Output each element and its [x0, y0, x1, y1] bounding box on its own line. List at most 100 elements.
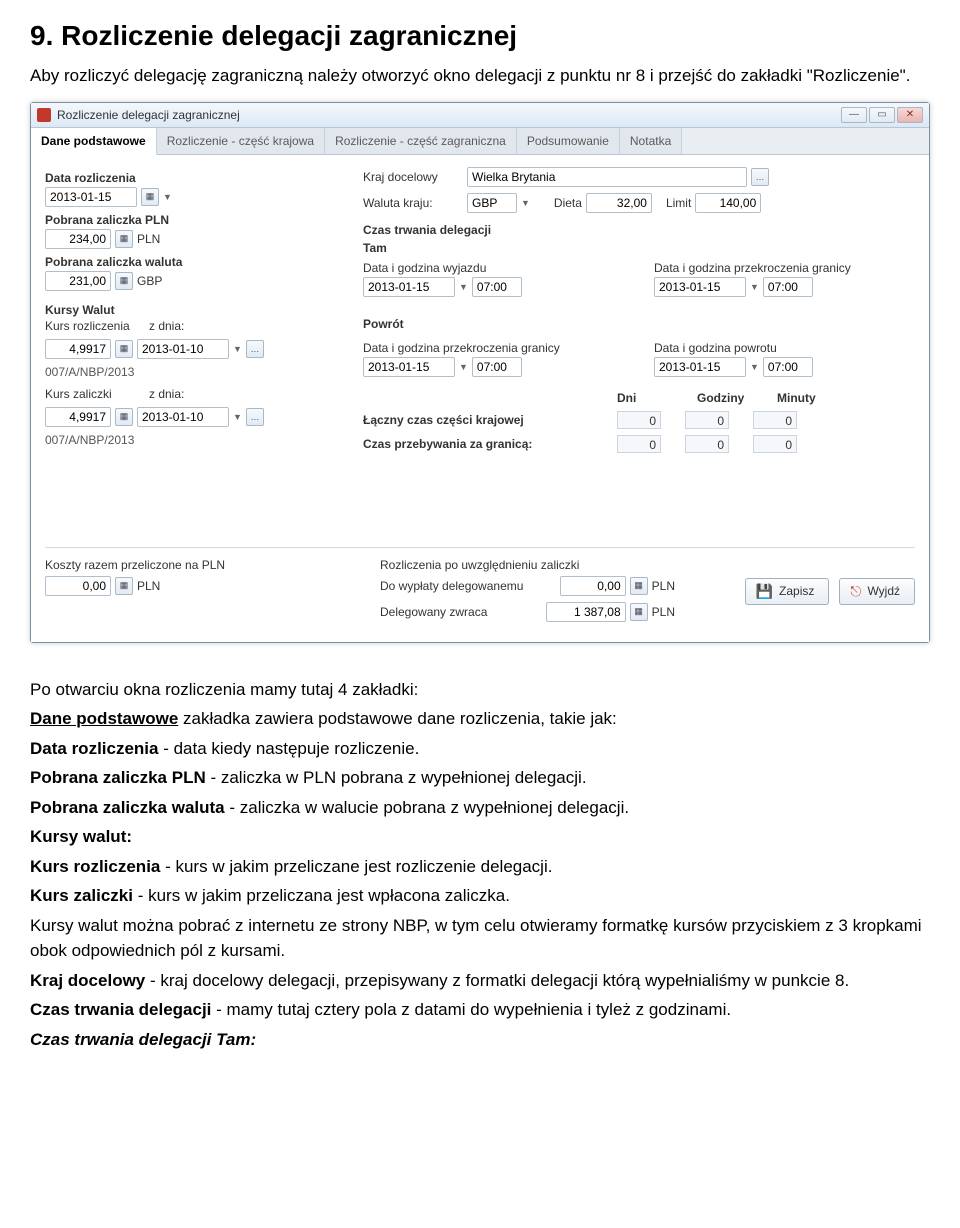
text-p6: Kursy walut: — [30, 824, 930, 850]
text-p11b: - mamy tutaj cztery pola z datami do wyp… — [211, 1000, 731, 1019]
limit-input[interactable] — [695, 193, 761, 213]
tabs: Dane podstawowe Rozliczenie - część kraj… — [31, 128, 929, 155]
minimize-button[interactable]: — — [841, 107, 867, 123]
text-p10b: - kraj docelowy delegacji, przepisywany … — [145, 971, 849, 990]
kraj-docelowy-label: Kraj docelowy — [363, 170, 463, 184]
right-column: Kraj docelowy … Waluta kraju: ▼ Dieta Li… — [363, 165, 915, 453]
tam-label: Tam — [363, 241, 915, 255]
pln-suffix: PLN — [652, 605, 675, 619]
min2-value: 0 — [753, 435, 797, 453]
minuty-header: Minuty — [777, 391, 833, 405]
kurs-rozliczenia-doc: 007/A/NBP/2013 — [45, 365, 335, 379]
text-p11a: Czas trwania delegacji — [30, 1000, 211, 1019]
dropdown-icon[interactable]: ▼ — [233, 344, 242, 354]
pln-suffix: PLN — [137, 579, 160, 593]
tam-time2-input[interactable] — [763, 277, 813, 297]
dropdown-icon[interactable]: ▼ — [459, 362, 468, 372]
rozliczenia-title: Rozliczenia po uwzględnieniu zaliczki — [380, 558, 675, 572]
dots-button[interactable]: … — [751, 168, 769, 186]
zwraca-input[interactable] — [546, 602, 626, 622]
koszty-label: Koszty razem przeliczone na PLN — [45, 558, 340, 572]
tab-rozliczenie-zagraniczna[interactable]: Rozliczenie - część zagraniczna — [325, 128, 517, 154]
maximize-button[interactable]: ▭ — [869, 107, 895, 123]
intro-text: Aby rozliczyć delegację zagraniczną nale… — [30, 64, 930, 88]
calc-icon[interactable]: ▦ — [630, 603, 648, 621]
text-p8a: Kurs zaliczki — [30, 886, 133, 905]
calc-icon[interactable]: ▦ — [115, 272, 133, 290]
text-p12: Czas trwania delegacji Tam: — [30, 1027, 930, 1053]
zapisz-button[interactable]: 💾 Zapisz — [745, 578, 830, 605]
godz1-value: 0 — [685, 411, 729, 429]
calc-icon[interactable]: ▦ — [115, 577, 133, 595]
wyjdz-button[interactable]: ⎋ Wyjdź — [839, 578, 915, 605]
tab-podsumowanie[interactable]: Podsumowanie — [517, 128, 620, 154]
pow-time2-input[interactable] — [763, 357, 813, 377]
text-p4b: - zaliczka w PLN pobrana z wypełnionej d… — [206, 768, 587, 787]
tam-data2-input[interactable] — [654, 277, 746, 297]
data-wyjazdu-label: Data i godzina wyjazdu — [363, 261, 624, 275]
dieta-input[interactable] — [586, 193, 652, 213]
text-p4a: Pobrana zaliczka PLN — [30, 768, 206, 787]
tab-dane-podstawowe[interactable]: Dane podstawowe — [31, 128, 157, 155]
text-p9: Kursy walut można pobrać z internetu ze … — [30, 913, 930, 964]
czas-trwania-label: Czas trwania delegacji — [363, 223, 915, 237]
dropdown-icon[interactable]: ▼ — [163, 192, 172, 202]
app-window: Rozliczenie delegacji zagranicznej — ▭ ✕… — [30, 102, 930, 643]
waluta-kraju-input[interactable] — [467, 193, 517, 213]
z-dnia-label: z dnia: — [149, 319, 184, 333]
tam-time1-input[interactable] — [472, 277, 522, 297]
calendar-icon[interactable]: ▦ — [141, 188, 159, 206]
text-p1: Po otwarciu okna rozliczenia mamy tutaj … — [30, 677, 930, 703]
gbp-suffix: GBP — [137, 274, 162, 288]
pow-time1-input[interactable] — [472, 357, 522, 377]
dropdown-icon[interactable]: ▼ — [750, 362, 759, 372]
calc-icon[interactable]: ▦ — [630, 577, 648, 595]
text-p5a: Pobrana zaliczka waluta — [30, 798, 225, 817]
powrot-label: Powrót — [363, 317, 915, 331]
dni2-value: 0 — [617, 435, 661, 453]
dots-button[interactable]: … — [246, 340, 264, 358]
data-przekroczenia-label: Data i godzina przekroczenia granicy — [654, 261, 915, 275]
do-wyplaty-input[interactable] — [560, 576, 626, 596]
calc-icon[interactable]: ▦ — [115, 340, 133, 358]
kurs-zaliczki-input[interactable] — [45, 407, 111, 427]
text-p2a: Dane podstawowe — [30, 709, 178, 728]
kraj-docelowy-input[interactable] — [467, 167, 747, 187]
text-p7a: Kurs rozliczenia — [30, 857, 160, 876]
zapisz-label: Zapisz — [779, 584, 814, 598]
page-heading: 9. Rozliczenie delegacji zagranicznej — [30, 20, 930, 52]
kurs-rozliczenia-label: Kurs rozliczenia — [45, 319, 145, 333]
exit-icon: ⎋ — [850, 583, 861, 600]
bottom-section: Koszty razem przeliczone na PLN ▦ PLN Ro… — [45, 558, 915, 628]
save-icon: 💾 — [756, 583, 773, 600]
pobrana-pln-input[interactable] — [45, 229, 111, 249]
calc-icon[interactable]: ▦ — [115, 230, 133, 248]
pobrana-waluta-input[interactable] — [45, 271, 111, 291]
pow-data2-input[interactable] — [654, 357, 746, 377]
waluta-kraju-label: Waluta kraju: — [363, 196, 463, 210]
calc-icon[interactable]: ▦ — [115, 408, 133, 426]
limit-label: Limit — [666, 196, 691, 210]
text-p2b: zakładka zawiera podstawowe dane rozlicz… — [178, 709, 616, 728]
app-icon — [37, 108, 51, 122]
kurs-rozliczenia-input[interactable] — [45, 339, 111, 359]
text-p3b: - data kiedy następuje rozliczenie. — [159, 739, 420, 758]
pln-suffix: PLN — [137, 232, 160, 246]
dropdown-icon[interactable]: ▼ — [459, 282, 468, 292]
kurs-zaliczki-data-input[interactable] — [137, 407, 229, 427]
dots-button[interactable]: … — [246, 408, 264, 426]
dropdown-icon[interactable]: ▼ — [521, 198, 530, 208]
kurs-rozliczenia-data-input[interactable] — [137, 339, 229, 359]
text-p7b: - kurs w jakim przeliczane jest rozlicze… — [160, 857, 552, 876]
tam-data1-input[interactable] — [363, 277, 455, 297]
close-button[interactable]: ✕ — [897, 107, 923, 123]
kurs-zaliczki-label: Kurs zaliczki — [45, 387, 145, 401]
dropdown-icon[interactable]: ▼ — [233, 412, 242, 422]
koszty-input[interactable] — [45, 576, 111, 596]
pow-data1-input[interactable] — [363, 357, 455, 377]
dropdown-icon[interactable]: ▼ — [750, 282, 759, 292]
wyjdz-label: Wyjdź — [867, 584, 900, 598]
tab-rozliczenie-krajowa[interactable]: Rozliczenie - część krajowa — [157, 128, 325, 154]
tab-notatka[interactable]: Notatka — [620, 128, 682, 154]
data-rozliczenia-input[interactable] — [45, 187, 137, 207]
